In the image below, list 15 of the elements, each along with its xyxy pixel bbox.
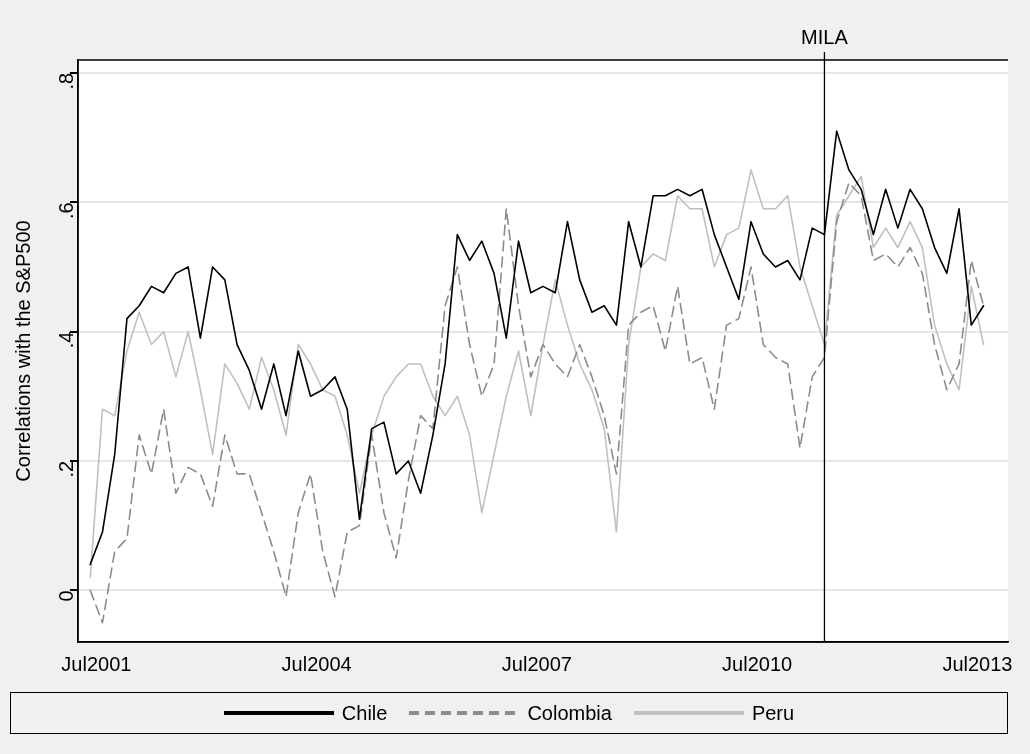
y-tick-label: .4: [54, 331, 77, 349]
x-tick-label: Jul2004: [281, 652, 352, 675]
y-tick-label: 0: [54, 590, 77, 602]
y-tick-label: .8: [54, 72, 77, 90]
y-tick-label: .6: [54, 202, 77, 219]
y-tick-label: .2: [54, 460, 77, 478]
y-axis-title: Correlations with the S&P500: [11, 220, 34, 482]
x-tick-label: Jul2013: [942, 652, 1013, 675]
legend-label: Chile: [341, 701, 388, 725]
legend-label: Peru: [751, 701, 795, 725]
x-tick-label: Jul2001: [61, 652, 132, 675]
legend-label: Colombia: [527, 701, 612, 725]
x-tick-label: Jul2007: [501, 652, 572, 675]
ref-line-label: MILA: [801, 25, 849, 48]
x-tick-label: Jul2010: [722, 652, 793, 675]
